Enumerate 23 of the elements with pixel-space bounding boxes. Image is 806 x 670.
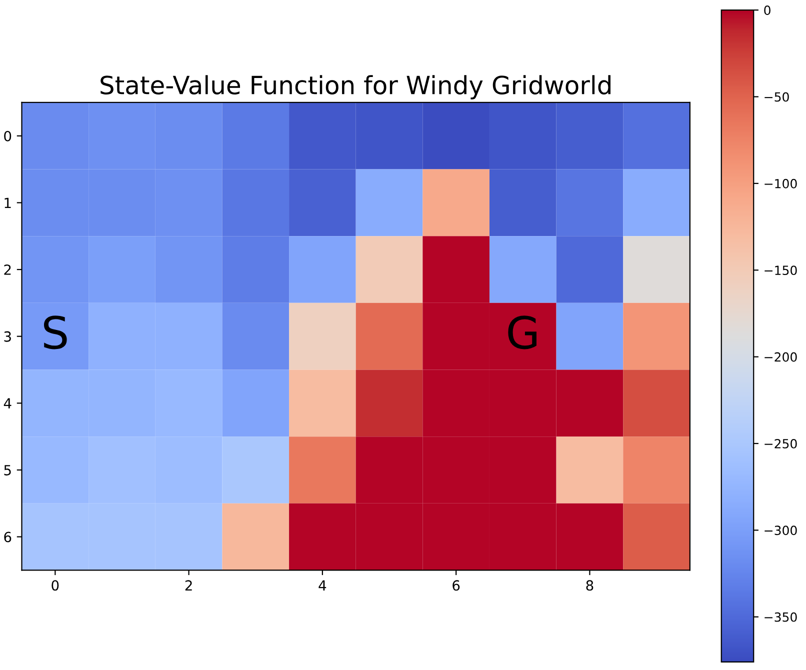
annotation: S — [44, 316, 67, 350]
color-bar-label: −200 — [764, 352, 797, 362]
y-tick-label: 2 — [4, 264, 11, 275]
x-tick-label: 0 — [52, 580, 59, 591]
color-bar-label: 0 — [764, 6, 770, 15]
y-tick-label: 1 — [4, 198, 11, 208]
color-bar-label: −350 — [764, 612, 797, 622]
x-tick-label: 8 — [586, 580, 594, 591]
y-tick-label: 4 — [4, 398, 12, 408]
y-tick-label: 5 — [4, 465, 11, 476]
x-tick-label: 6 — [452, 580, 460, 591]
color-bar-label: −100 — [764, 178, 797, 188]
chart-title: State-Value Function for Windy Gridworld — [100, 75, 610, 100]
color-bar-label: −250 — [764, 438, 797, 448]
color-bar-label: −150 — [764, 266, 797, 276]
y-tick-label: 6 — [4, 532, 12, 542]
y-tick-label: 3 — [4, 331, 11, 342]
x-tick-label: 4 — [318, 580, 326, 590]
color-bar-label: −300 — [764, 526, 797, 536]
x-tick-label: 2 — [185, 580, 192, 590]
y-tick-label: 0 — [4, 130, 12, 142]
color-bar-label: −50 — [764, 92, 789, 102]
annotation: G — [508, 316, 536, 350]
